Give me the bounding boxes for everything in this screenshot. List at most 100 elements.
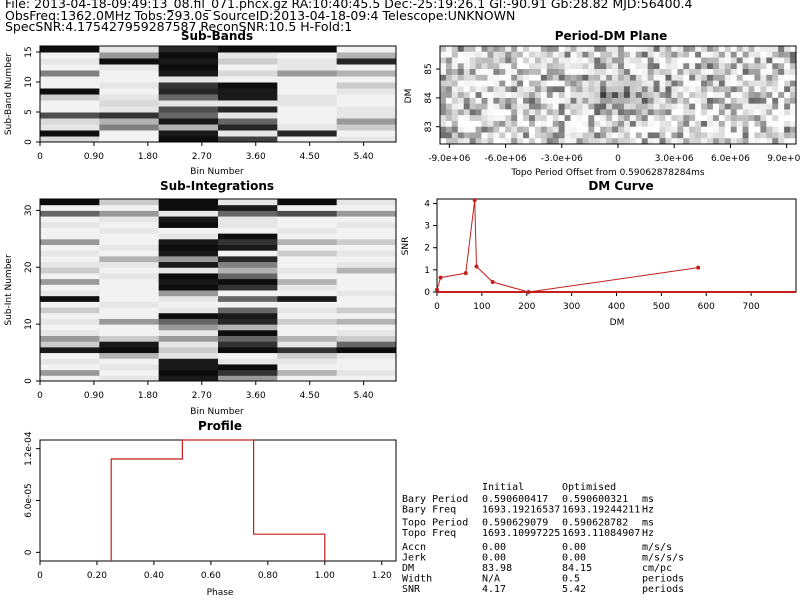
heatmap-cell xyxy=(277,58,338,65)
pdm-cell xyxy=(766,92,773,99)
pdm-cell xyxy=(629,103,637,110)
pdm-cell xyxy=(600,120,607,128)
pdm-cell xyxy=(570,97,577,105)
pdm-cell xyxy=(653,132,660,139)
y-tick-label: 30 xyxy=(24,204,34,216)
pdm-cell xyxy=(457,80,465,87)
pdm-cell xyxy=(659,103,666,110)
pdm-cell xyxy=(653,115,660,122)
pdm-cell xyxy=(635,120,643,128)
heatmap-cell xyxy=(277,88,338,95)
heatmap-cell xyxy=(277,255,338,263)
heatmap-cell xyxy=(99,244,160,251)
pdm-cell xyxy=(665,109,672,116)
pdm-cell xyxy=(707,57,714,64)
pdm-cell xyxy=(683,51,690,58)
pdm-cell xyxy=(445,74,453,81)
pdm-cell xyxy=(576,132,583,139)
stats-optimised: 0.00 xyxy=(562,542,586,553)
pdm-cell xyxy=(712,46,720,53)
pdm-cell xyxy=(546,80,554,87)
pdm-cell xyxy=(612,138,619,145)
pdm-cell xyxy=(629,97,637,105)
pdm-cell xyxy=(606,74,613,81)
pdm-cell xyxy=(475,109,482,116)
pdm-cell xyxy=(618,132,625,139)
header-info: File: 2013-04-18-09:49:13_08.fil_071.phc… xyxy=(5,0,800,33)
pdm-cell xyxy=(718,57,726,64)
pdm-cell xyxy=(683,120,690,128)
pdm-cell xyxy=(653,109,660,116)
pdm-cell xyxy=(570,57,577,64)
heatmap-cell xyxy=(158,112,219,119)
heatmap-cell xyxy=(218,210,278,217)
pdm-cell xyxy=(534,132,542,139)
pdm-cell xyxy=(493,92,500,99)
pdm-cell xyxy=(463,120,471,128)
pdm-cell xyxy=(730,86,738,93)
heatmap-cell xyxy=(336,112,397,119)
heatmap-cell xyxy=(99,324,160,331)
pdm-cell xyxy=(707,109,714,116)
heatmap-cell xyxy=(158,346,219,354)
pdm-cell xyxy=(677,126,684,133)
pdm-cell xyxy=(481,126,488,133)
pdm-cell xyxy=(635,103,643,110)
heatmap-cell xyxy=(277,363,338,371)
pdm-cell xyxy=(677,138,684,145)
pdm-cell xyxy=(517,74,524,81)
x-tick-label: 0.90 xyxy=(84,391,104,401)
pdm-cell xyxy=(718,120,726,128)
pdm-cell xyxy=(493,57,500,64)
pdm-cell xyxy=(695,69,702,76)
pdm-cell xyxy=(451,57,459,64)
heatmap-cell xyxy=(40,233,100,240)
pdm-cell xyxy=(481,109,488,116)
subints-xlabel: Bin Number xyxy=(190,407,244,417)
pdm-cell xyxy=(677,92,684,99)
pdm-cell xyxy=(671,103,678,110)
pdm-cell xyxy=(695,109,702,116)
pdm-cell xyxy=(618,86,625,93)
panel-subints: Sub-Integrations 0 0.90 1.80 2.70 3.60 4.50 5.… xyxy=(4,179,397,417)
profile-xlabel: Phase xyxy=(207,588,234,598)
pdm-cell xyxy=(558,126,565,133)
pdm-cell xyxy=(481,57,488,64)
pdm-cell xyxy=(505,69,512,76)
pdm-cell xyxy=(695,92,702,99)
pdm-cell xyxy=(677,63,684,70)
pdm-cell xyxy=(760,63,767,70)
pdm-cell xyxy=(641,126,649,133)
pdm-cell xyxy=(457,86,465,93)
pdm-xlabel: Topo Period Offset from 0.59062878284ms xyxy=(510,168,705,178)
pdm-cell xyxy=(546,51,554,58)
pdm-cell xyxy=(481,86,488,93)
pdm-cell xyxy=(540,97,548,105)
pdm-cell xyxy=(748,109,755,116)
heatmap-cell xyxy=(158,124,219,131)
panel-period-dm: Period-DM Plane -9.0e+06 -6.0e+06 -3.0e+06… xyxy=(404,29,800,178)
pdm-cell xyxy=(742,57,749,64)
heatmap-cell xyxy=(277,272,338,280)
subints-frame xyxy=(39,198,397,382)
pdm-cell xyxy=(445,103,453,110)
pdm-cell xyxy=(612,97,619,105)
pdm-cell xyxy=(594,132,601,139)
pdm-cell xyxy=(552,138,560,145)
pdm-cell xyxy=(558,74,565,81)
pdm-cell xyxy=(671,97,678,105)
stats-label: Accn xyxy=(402,542,426,553)
pdm-cell xyxy=(487,63,494,70)
pdm-cell xyxy=(724,103,732,110)
heatmap-cell xyxy=(277,136,338,143)
heatmap-cell xyxy=(336,244,397,251)
pdm-cell xyxy=(487,115,494,122)
heatmap-cell xyxy=(99,216,160,223)
pdm-cell xyxy=(618,74,625,81)
pdm-cell xyxy=(493,132,500,139)
pdm-cell xyxy=(754,126,761,133)
heatmap-cell xyxy=(336,318,397,325)
pdm-cell xyxy=(623,74,631,81)
pdm-cell xyxy=(760,120,767,128)
heatmap-cell xyxy=(277,100,338,107)
